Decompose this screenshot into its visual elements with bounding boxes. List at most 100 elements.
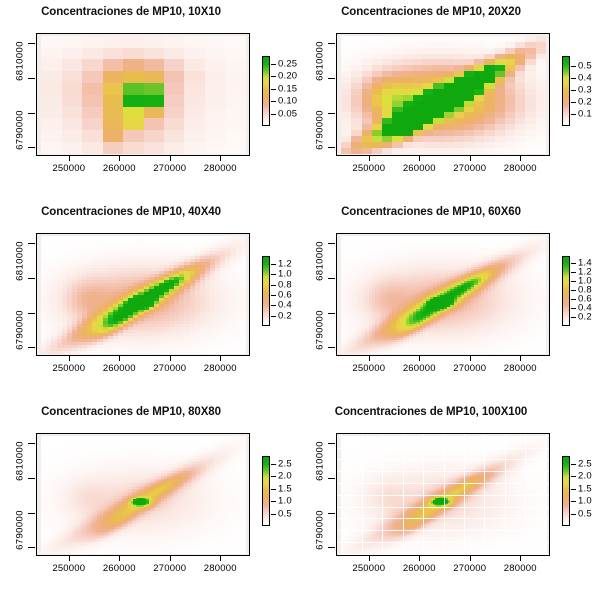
colorbar-gradient bbox=[562, 456, 570, 526]
y-axis-tick bbox=[328, 312, 335, 314]
colorbar-tick bbox=[571, 298, 576, 300]
colorbar-tick bbox=[571, 101, 576, 103]
y-axis-tick bbox=[328, 112, 335, 114]
y-axis-tick bbox=[28, 547, 35, 549]
colorbar-tick-label: 0.8 bbox=[578, 284, 592, 296]
x-axis-tick bbox=[368, 356, 370, 361]
colorbar-tick-label: 1.4 bbox=[578, 257, 592, 269]
x-axis-tick-label: 260000 bbox=[102, 563, 136, 574]
x-axis-tick-label: 260000 bbox=[402, 163, 436, 174]
x-axis-tick-label: 250000 bbox=[52, 163, 86, 174]
plot-area bbox=[336, 233, 550, 356]
panel-title: Concentraciones de MP10, 80X80 bbox=[41, 406, 221, 418]
colorbar-ticks: 2.5 2.0 1.5 1.0 0.5 bbox=[571, 456, 600, 526]
y-axis-tick bbox=[328, 547, 335, 549]
colorbar-tick-label: 1.2 bbox=[578, 266, 592, 278]
y-axis-tick bbox=[328, 512, 335, 514]
colorbar-tick-label: 0.1 bbox=[578, 108, 592, 120]
colorbar-tick bbox=[571, 488, 576, 490]
x-axis-tick bbox=[520, 556, 522, 561]
colorbar-tick-label: 0.4 bbox=[578, 72, 592, 84]
y-axis-label-wrap: 6810000 bbox=[315, 441, 326, 481]
x-axis-tick bbox=[220, 156, 222, 161]
plot-area bbox=[36, 433, 250, 556]
y-axis-label-wrap: 6810000 bbox=[15, 241, 26, 281]
panel-title: Concentraciones de MP10, 40X40 bbox=[41, 206, 221, 218]
x-axis: 250000 260000 270000 280000 bbox=[336, 156, 550, 176]
y-axis-tick bbox=[28, 347, 35, 349]
y-axis-tick-label: 6790000 bbox=[14, 309, 26, 350]
colorbar-tick-label: 0.2 bbox=[278, 310, 292, 322]
y-axis-tick bbox=[28, 312, 35, 314]
y-axis-tick bbox=[28, 512, 35, 514]
x-axis-tick-label: 250000 bbox=[52, 363, 86, 374]
plot-area bbox=[36, 33, 250, 156]
colorbar-ticks: 1.2 1.0 0.8 0.6 0.4 0.2 bbox=[271, 256, 311, 326]
x-axis-tick bbox=[68, 556, 70, 561]
x-axis-tick bbox=[469, 356, 471, 361]
x-axis-tick-label: 280000 bbox=[503, 363, 537, 374]
x-axis: 250000 260000 270000 280000 bbox=[36, 556, 250, 576]
x-axis-tick bbox=[119, 356, 121, 361]
y-axis-label-wrap: 6790000 bbox=[315, 510, 326, 550]
x-axis-tick-label: 270000 bbox=[153, 563, 187, 574]
x-axis-tick-label: 250000 bbox=[352, 163, 386, 174]
colorbar-tick bbox=[571, 280, 576, 282]
colorbar-tick bbox=[271, 101, 276, 102]
x-axis: 250000 260000 270000 280000 bbox=[36, 156, 250, 176]
x-axis: 250000 260000 270000 280000 bbox=[36, 356, 250, 376]
y-axis-tick bbox=[28, 112, 35, 114]
y-axis-tick-label: 6810000 bbox=[314, 240, 326, 281]
colorbar-tick-label: 2.5 bbox=[578, 458, 592, 469]
colorbar-tick bbox=[271, 274, 276, 276]
colorbar-tick-label: 0.2 bbox=[578, 311, 592, 323]
x-axis-tick-label: 260000 bbox=[102, 163, 136, 174]
colorbar-tick bbox=[571, 476, 576, 477]
colorbar-tick-label: 0.6 bbox=[578, 293, 592, 305]
y-axis-label-wrap: 6790000 bbox=[315, 310, 326, 350]
colorbar-ticks: 0.5 0.4 0.3 0.2 0.1 bbox=[571, 56, 600, 126]
colorbar-tick-label: 0.5 bbox=[578, 60, 592, 72]
colorbar-tick bbox=[271, 284, 276, 286]
x-axis-tick-label: 270000 bbox=[153, 163, 187, 174]
y-axis-tick-label: 6810000 bbox=[314, 440, 326, 481]
y-axis-label-wrap: 6790000 bbox=[315, 110, 326, 150]
y-axis-tick bbox=[28, 77, 35, 79]
y-axis: 6810000 6790000 bbox=[315, 33, 336, 156]
colorbar-tick-label: 2.5 bbox=[278, 458, 292, 469]
colorbar-tick bbox=[571, 513, 576, 515]
y-axis-tick bbox=[328, 347, 335, 349]
x-axis-tick-label: 280000 bbox=[503, 163, 537, 174]
y-axis: 6810000 6790000 bbox=[15, 33, 36, 156]
panel-title: Concentraciones de MP10, 60X60 bbox=[341, 206, 521, 218]
x-axis-tick-label: 270000 bbox=[153, 363, 187, 374]
y-axis-label-wrap: 6810000 bbox=[315, 241, 326, 281]
colorbar-tick bbox=[271, 513, 276, 515]
x-axis-tick bbox=[68, 156, 70, 161]
y-axis-label-wrap: 6810000 bbox=[315, 41, 326, 81]
colorbar-tick bbox=[271, 113, 276, 115]
x-axis-tick bbox=[419, 356, 421, 361]
raster-layer bbox=[37, 234, 249, 355]
colorbar-tick-label: 1.0 bbox=[578, 495, 592, 507]
x-axis-tick-label: 260000 bbox=[402, 363, 436, 374]
y-axis-tick bbox=[328, 477, 335, 479]
y-axis-label-wrap: 6790000 bbox=[15, 110, 26, 150]
x-axis-tick-label: 270000 bbox=[453, 363, 487, 374]
y-axis-tick-label: 6790000 bbox=[14, 509, 26, 550]
y-axis-tick-label: 6810000 bbox=[314, 40, 326, 81]
raster-layer bbox=[37, 434, 249, 555]
colorbar-tick-label: 1.0 bbox=[278, 495, 292, 507]
x-axis-tick bbox=[368, 556, 370, 561]
colorbar-tick bbox=[571, 113, 576, 115]
colorbar-tick-label: 2.0 bbox=[578, 470, 592, 482]
colorbar-tick bbox=[571, 89, 576, 91]
x-axis-tick bbox=[520, 356, 522, 361]
y-axis: 6810000 6790000 bbox=[315, 233, 336, 356]
x-axis-tick bbox=[419, 156, 421, 161]
colorbar-tick-label: 0.4 bbox=[278, 299, 292, 311]
colorbar-tick bbox=[571, 316, 576, 318]
colorbar-tick-label: 0.3 bbox=[578, 84, 592, 96]
colorbar-tick-label: 0.6 bbox=[278, 289, 292, 301]
colorbar-tick-label: 0.8 bbox=[278, 279, 292, 291]
